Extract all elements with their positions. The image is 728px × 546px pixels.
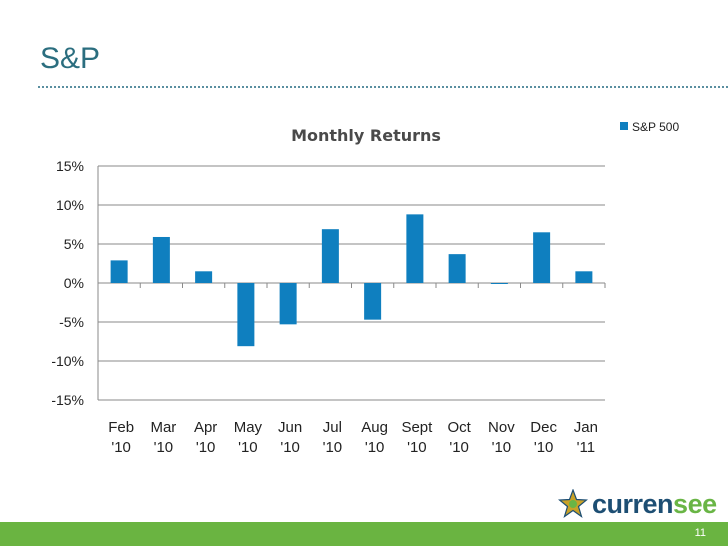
x-tick-label: '10: [492, 439, 512, 456]
y-tick-label: -15%: [51, 392, 84, 408]
bar: [195, 271, 213, 283]
logo-wordmark: currensee: [592, 489, 717, 520]
x-tick-label: Feb: [108, 419, 134, 436]
x-tick-label: '10: [534, 439, 554, 456]
x-tick-label: Jul: [323, 419, 342, 436]
footer-bar: 11: [0, 522, 728, 546]
x-tick-label: Jun: [278, 419, 302, 436]
bar: [364, 283, 382, 320]
x-tick-label: '10: [407, 439, 427, 456]
x-tick-label: Apr: [194, 419, 217, 436]
bar: [237, 283, 255, 347]
x-tick-label: '10: [449, 439, 469, 456]
y-tick-label: -5%: [59, 314, 84, 330]
x-tick-label: May: [234, 419, 263, 436]
x-tick-label: Sept: [401, 419, 433, 436]
bar: [321, 229, 339, 283]
legend-swatch: [620, 122, 628, 130]
bar: [448, 254, 466, 283]
logo-text-part2: see: [673, 488, 717, 519]
page-number: 11: [694, 527, 706, 539]
x-tick-label: '10: [238, 439, 258, 456]
y-tick-label: 0%: [64, 275, 84, 291]
x-tick-label: Mar: [150, 419, 176, 436]
title-divider: [38, 86, 728, 88]
y-tick-label: 15%: [56, 158, 84, 174]
x-tick-label: '10: [280, 439, 300, 456]
currensee-logo: currensee: [558, 484, 717, 524]
x-tick-label: Nov: [488, 419, 515, 436]
bar: [110, 260, 128, 283]
x-tick-label: '10: [154, 439, 174, 456]
legend-label: S&P 500: [632, 120, 679, 134]
bar: [152, 236, 170, 283]
slide-title: S&P: [40, 42, 101, 75]
monthly-returns-chart: Monthly Returns 15% 10% 5% 0% -5% -10% -15% Feb '…: [51, 120, 679, 456]
bar: [575, 271, 593, 283]
x-tick-label: Dec: [530, 419, 557, 436]
y-tick-label: 10%: [56, 197, 84, 213]
star-logo-icon: [558, 489, 588, 518]
y-tick-label: 5%: [64, 236, 84, 252]
x-tick-label: '10: [365, 439, 385, 456]
bar: [279, 283, 297, 325]
x-tick-label: Oct: [447, 419, 471, 436]
bar: [533, 232, 551, 283]
bar: [490, 283, 508, 284]
x-tick-label: Jan: [574, 419, 598, 436]
logo-text-part1: curren: [592, 488, 674, 519]
x-tick-label: Aug: [361, 419, 388, 436]
bar: [406, 214, 424, 283]
chart-title: Monthly Returns: [291, 126, 441, 145]
y-tick-label: -10%: [51, 353, 84, 369]
x-tick-label: '10: [111, 439, 131, 456]
x-tick-label: '10: [323, 439, 343, 456]
x-tick-label: '10: [196, 439, 216, 456]
x-tick-label: '11: [577, 439, 595, 456]
